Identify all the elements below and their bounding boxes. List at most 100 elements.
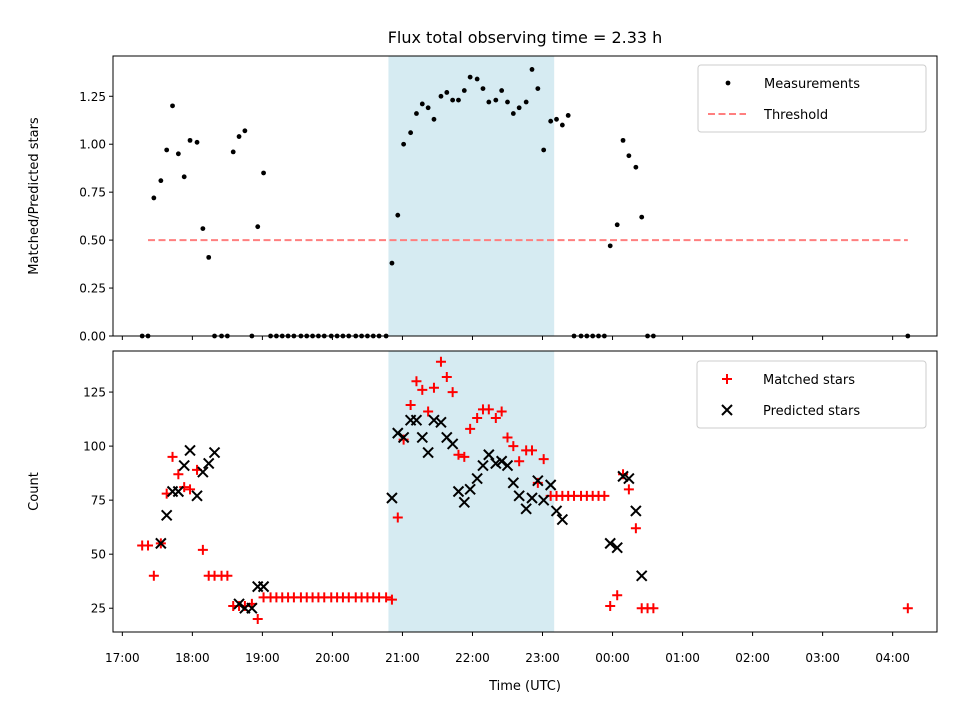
y-tick-label: 0.75: [79, 186, 106, 200]
data-point: [450, 97, 456, 103]
chart-title: Flux total observing time = 2.33 h: [388, 28, 663, 47]
data-point: [483, 449, 495, 461]
data-point: [483, 404, 494, 415]
legend: Matched stars Predicted stars: [696, 360, 927, 429]
data-point: [623, 484, 634, 495]
y-axis-label: Count: [27, 472, 42, 511]
legend: Measurements Threshold: [697, 64, 927, 133]
data-point: [505, 99, 510, 105]
data-point: [507, 477, 520, 489]
data-point: [452, 485, 465, 498]
data-point: [554, 116, 559, 122]
data-point: [486, 99, 492, 105]
data-point: [395, 212, 401, 218]
data-point: [493, 97, 499, 103]
data-point: [604, 537, 616, 550]
data-point: [172, 485, 185, 498]
data-point: [480, 86, 486, 92]
data-point: [419, 101, 425, 107]
x-tick-label: 19:00: [245, 651, 280, 665]
data-point: [181, 174, 187, 180]
data-point: [477, 459, 489, 472]
data-point: [438, 93, 444, 99]
data-point: [428, 414, 440, 426]
x-tick-label: 17:00: [105, 651, 140, 665]
legend-label: Predicted stars: [763, 404, 860, 419]
data-point: [447, 387, 458, 398]
data-point: [185, 484, 196, 495]
x-tick-label: 22:00: [455, 651, 490, 665]
data-point: [630, 505, 642, 517]
legend-marker: [725, 80, 731, 86]
data-point: [261, 170, 266, 176]
legend-box: [697, 64, 927, 133]
data-point: [143, 540, 154, 551]
data-point: [541, 147, 547, 153]
data-point: [538, 454, 549, 465]
data-point: [441, 371, 452, 382]
data-point: [410, 414, 423, 426]
x-tick-label: 18:00: [175, 651, 210, 665]
data-point: [151, 195, 157, 201]
data-point: [416, 431, 428, 444]
y-tick-label: 50: [91, 548, 106, 562]
data-point: [456, 97, 461, 103]
data-point: [178, 459, 190, 472]
data-point: [411, 376, 422, 387]
data-point: [257, 580, 270, 593]
data-point: [556, 513, 569, 526]
data-point: [392, 427, 404, 439]
data-point: [520, 503, 532, 515]
data-point: [496, 406, 507, 417]
y-axis-label: Matched/Predicted stars: [27, 117, 42, 275]
data-point: [630, 523, 641, 534]
data-point: [179, 482, 190, 493]
data-point: [401, 141, 407, 147]
x-tick-label: 04:00: [875, 651, 910, 665]
data-point: [187, 137, 193, 143]
data-point: [461, 88, 467, 93]
y-tick-label: 1.00: [79, 138, 106, 152]
y-tick-label: 0.50: [79, 234, 106, 248]
data-point: [389, 260, 395, 266]
x-tick-label: 01:00: [665, 651, 700, 665]
data-point: [233, 598, 245, 610]
data-point: [208, 446, 221, 459]
data-point: [444, 90, 450, 95]
panel-1: 0.00 0.25 0.50 0.75 1.00 1.25 Matched/Predicte…: [27, 55, 938, 344]
data-point: [510, 111, 516, 116]
data-point: [529, 67, 535, 72]
data-point: [565, 113, 571, 118]
data-point: [230, 149, 236, 155]
data-point: [626, 153, 632, 159]
data-point: [175, 151, 181, 157]
x-tick-label: 03:00: [805, 651, 840, 665]
data-point: [381, 592, 392, 603]
data-point: [148, 570, 159, 581]
data-point: [471, 472, 483, 485]
x-tick-label: 02:00: [735, 651, 770, 665]
data-point: [435, 416, 447, 429]
data-point: [446, 438, 459, 450]
y-tick-label: 25: [91, 602, 106, 616]
data-point: [414, 111, 419, 116]
data-point: [559, 122, 565, 128]
x-tick-label: 00:00: [595, 651, 630, 665]
legend-box: [696, 360, 927, 429]
data-point: [550, 505, 563, 517]
data-point: [514, 456, 525, 467]
data-point: [537, 494, 550, 506]
data-point: [648, 603, 659, 614]
data-point: [623, 472, 635, 485]
data-point: [422, 446, 434, 459]
data-point: [405, 400, 416, 411]
data-point: [464, 483, 476, 496]
legend-label: Matched stars: [763, 373, 855, 388]
data-point: [611, 541, 623, 554]
data-point: [472, 413, 483, 424]
data-point: [200, 226, 206, 232]
data-point: [516, 105, 522, 111]
legend-marker: [721, 404, 733, 416]
data-point: [526, 492, 538, 504]
x-tick-label: 23:00: [525, 651, 560, 665]
